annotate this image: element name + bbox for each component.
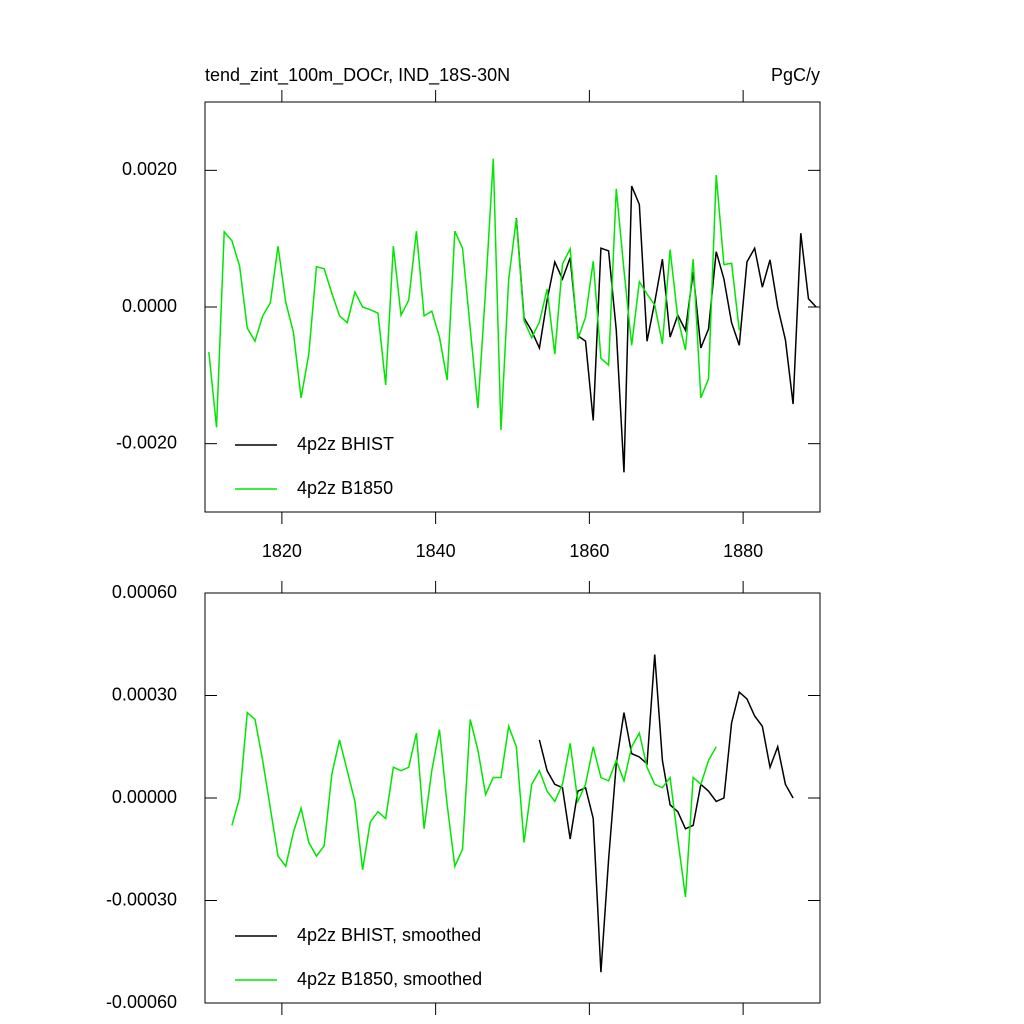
- chart-title: tend_zint_100m_DOCr, IND_18S-30N: [205, 65, 510, 86]
- y-tick-label: -0.0020: [116, 432, 177, 452]
- legend-label: 4p2z BHIST: [297, 434, 394, 454]
- series-line: [538, 654, 794, 973]
- x-tick-label: 1840: [416, 541, 456, 561]
- legend-label: 4p2z B1850, smoothed: [297, 969, 482, 989]
- x-tick-label: 1820: [262, 541, 302, 561]
- legend-label: 4p2z B1850: [297, 478, 393, 498]
- units-label: PgC/y: [771, 65, 820, 85]
- y-tick-label: -0.00060: [106, 992, 177, 1012]
- x-tick-label: 1860: [569, 541, 609, 561]
- series-line: [231, 711, 717, 898]
- series-line: [208, 158, 741, 431]
- plot-frame: [204, 101, 821, 513]
- legend-label: 4p2z BHIST, smoothed: [297, 925, 481, 945]
- y-tick-label: 0.00030: [112, 684, 177, 704]
- y-tick-label: -0.00030: [106, 889, 177, 909]
- y-tick-label: 0.00000: [112, 787, 177, 807]
- y-tick-label: 0.0000: [122, 296, 177, 316]
- series-line: [515, 185, 817, 473]
- y-tick-label: 0.0020: [122, 159, 177, 179]
- y-tick-label: 0.00060: [112, 582, 177, 602]
- x-tick-label: 1880: [723, 541, 763, 561]
- plot-frame: [204, 592, 821, 1004]
